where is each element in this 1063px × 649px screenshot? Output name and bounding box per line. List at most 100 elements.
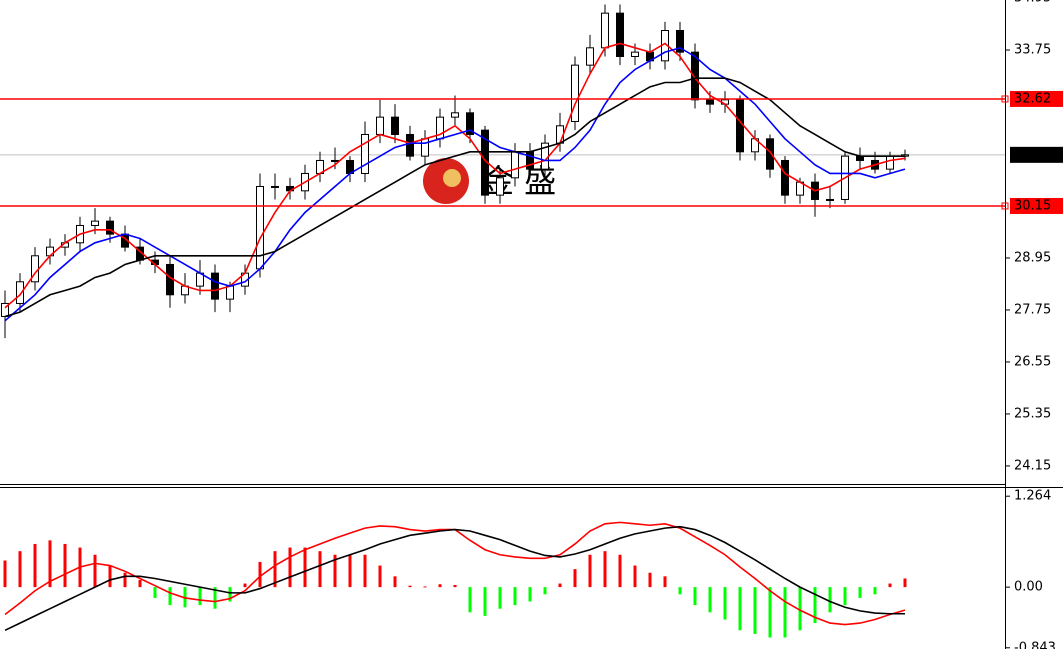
histogram-bar	[678, 587, 682, 595]
histogram-bar	[513, 587, 517, 606]
candle-body	[571, 64, 579, 122]
histogram-bar	[228, 587, 232, 602]
histogram-bar	[108, 565, 112, 588]
histogram-bar	[318, 551, 322, 588]
candle-body	[706, 99, 714, 105]
candle-body	[601, 12, 609, 49]
histogram-bar	[123, 572, 127, 588]
candle-body	[421, 138, 429, 157]
histogram-bar	[378, 565, 382, 588]
candle-body	[691, 51, 699, 101]
histogram-bar	[498, 587, 502, 609]
candle-body	[526, 151, 534, 170]
candle-body	[376, 116, 384, 135]
candle-body	[496, 177, 504, 196]
candle-body	[391, 116, 399, 135]
histogram-bar	[438, 584, 442, 588]
candle-body	[91, 220, 99, 226]
y-tick-label: 34.95	[1014, 0, 1051, 6]
histogram-bar	[348, 554, 352, 588]
y-tick-label: 27.75	[1014, 302, 1051, 317]
histogram-bar	[618, 554, 622, 588]
histogram-bar	[723, 587, 727, 620]
candle-body	[736, 99, 744, 153]
histogram-bar	[708, 587, 712, 613]
histogram-bar	[648, 572, 652, 588]
histogram-bar	[333, 554, 337, 588]
level-marker	[1001, 202, 1009, 210]
candle-body	[631, 51, 639, 57]
histogram-bar	[48, 540, 52, 588]
histogram-bar	[798, 587, 802, 631]
candle-body	[766, 138, 774, 170]
indicator-line	[4, 525, 905, 632]
level-label-box	[1010, 90, 1063, 107]
histogram-bar	[273, 551, 277, 588]
histogram-bar	[873, 587, 877, 595]
candle-body	[466, 112, 474, 135]
candle-body	[106, 220, 114, 235]
histogram-bar	[363, 554, 367, 588]
logo-dot	[443, 169, 461, 187]
histogram-bar	[858, 587, 862, 598]
candle-body	[406, 133, 414, 157]
histogram-bar	[573, 569, 577, 588]
y-tick-label: 0.00	[1014, 580, 1043, 595]
histogram-bar	[393, 576, 397, 588]
candle-body	[676, 29, 684, 53]
y-tick-label: 24.15	[1014, 458, 1051, 473]
indicator-line	[4, 42, 906, 309]
candle-body	[226, 285, 234, 300]
y-tick-label: 26.55	[1014, 354, 1051, 369]
histogram-bar	[828, 587, 832, 613]
histogram-bar	[258, 561, 262, 588]
histogram-bar	[408, 585, 412, 588]
histogram-bar	[783, 587, 787, 638]
histogram-bar	[18, 551, 22, 588]
histogram-bar	[768, 587, 772, 638]
histogram-bar	[588, 554, 592, 588]
histogram-bar	[813, 587, 817, 624]
histogram-bar	[213, 587, 217, 609]
histogram-bar	[483, 587, 487, 616]
y-tick-label: -0.843	[1014, 640, 1056, 649]
candle-body	[16, 281, 24, 304]
candle-body	[556, 125, 564, 144]
histogram-bar	[303, 547, 307, 588]
candle-body	[361, 133, 369, 174]
indicator-line	[4, 46, 906, 322]
y-tick-label: 25.35	[1014, 406, 1051, 421]
histogram-bar	[693, 587, 697, 606]
histogram-bar	[543, 587, 547, 595]
histogram-bar	[888, 583, 892, 588]
candle-body	[271, 185, 279, 188]
histogram-bar	[843, 587, 847, 606]
candle-body	[826, 198, 834, 201]
histogram-bar	[528, 587, 532, 602]
candle-body	[886, 155, 894, 170]
histogram-bar	[603, 551, 607, 588]
histogram-bar	[903, 578, 907, 588]
current-price-box	[1010, 146, 1063, 163]
histogram-bar	[138, 579, 142, 588]
histogram-bar	[753, 587, 757, 634]
histogram-bar	[288, 547, 292, 588]
candle-body	[211, 272, 219, 300]
level-label: 32.62	[1014, 91, 1051, 106]
histogram-bar	[468, 587, 472, 613]
candle-body	[451, 112, 459, 118]
indicator-line	[4, 77, 905, 318]
histogram-bar	[3, 560, 7, 588]
y-tick-label: 33.75	[1014, 42, 1051, 57]
level-label-box	[1010, 197, 1063, 214]
histogram-bar	[63, 543, 67, 588]
histogram-bar	[153, 587, 157, 598]
candle-body	[781, 159, 789, 196]
level-marker	[1001, 95, 1009, 103]
histogram-bar	[558, 583, 562, 588]
histogram-bar	[453, 584, 457, 588]
level-label: 30.15	[1014, 198, 1051, 213]
histogram-bar	[243, 583, 247, 588]
